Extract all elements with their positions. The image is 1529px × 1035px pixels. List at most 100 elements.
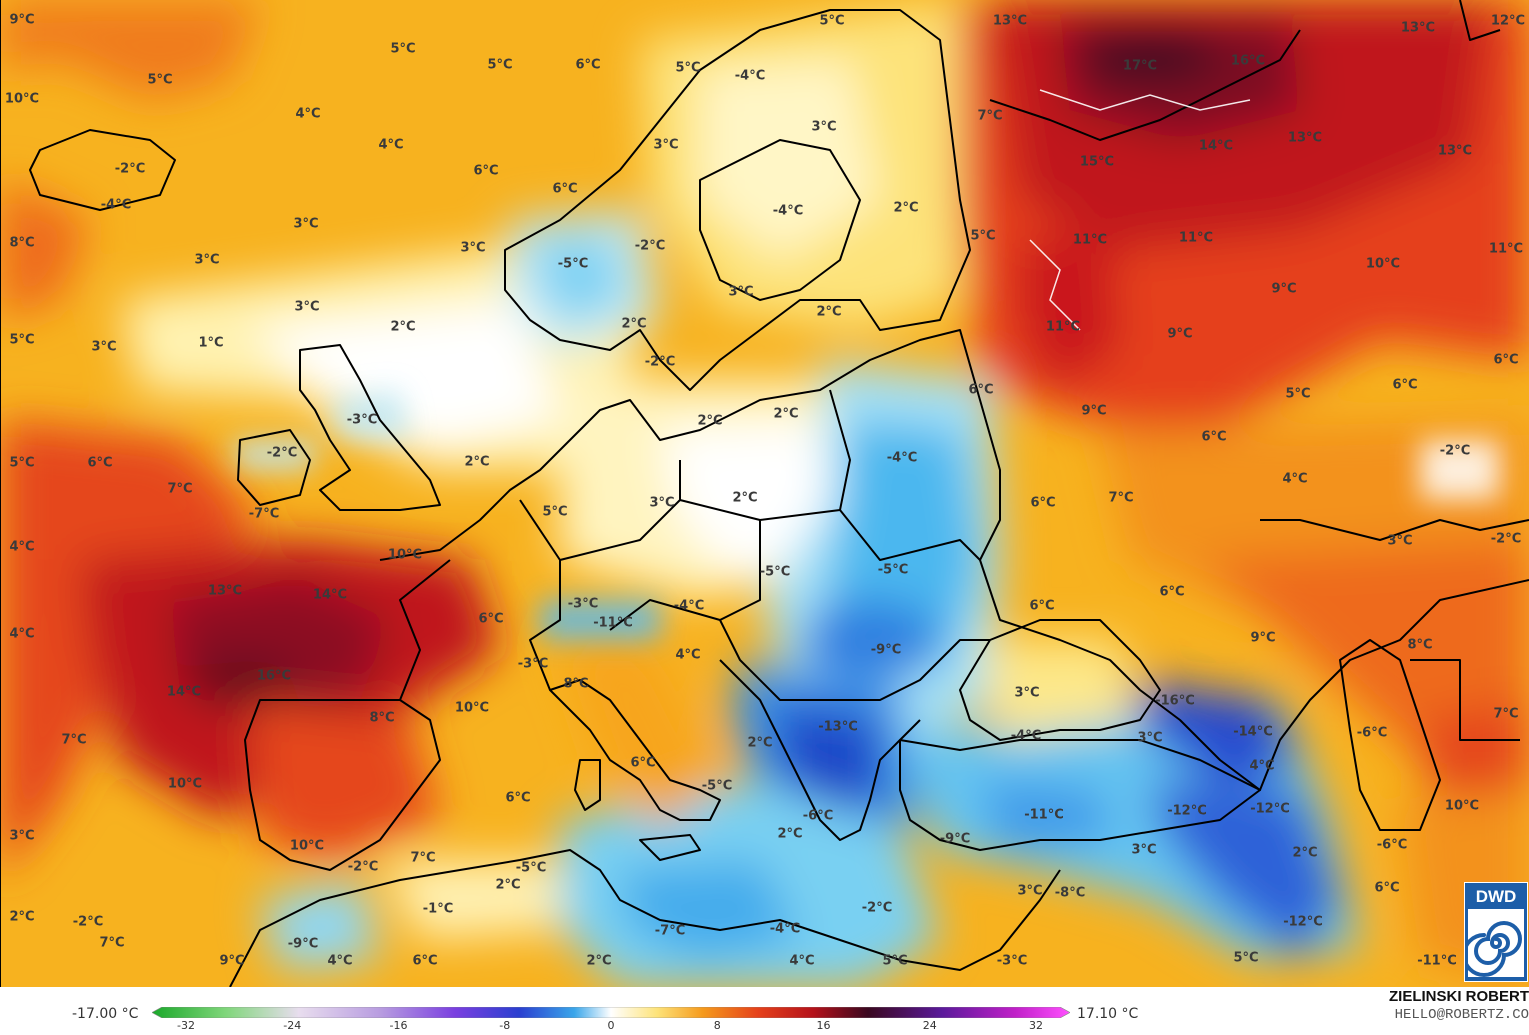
temperature-label: 3°C xyxy=(1017,883,1043,899)
temperature-label: 7°C xyxy=(167,481,193,497)
temperature-label: -8°C xyxy=(1054,885,1086,901)
temperature-label: 17°C xyxy=(1122,58,1158,74)
temperature-label: 4°C xyxy=(1282,471,1308,487)
temperature-label: 15°C xyxy=(1079,154,1115,170)
legend-tick-label: 0 xyxy=(607,1019,615,1032)
temperature-label: -11°C xyxy=(1024,807,1064,823)
temperature-label: 2°C xyxy=(773,406,799,422)
temperature-label: 5°C xyxy=(9,455,35,471)
temperature-label: -2°C xyxy=(72,914,104,930)
temperature-label: -9°C xyxy=(939,831,971,847)
temperature-label: 6°C xyxy=(1392,377,1418,393)
temperature-label: 7°C xyxy=(410,850,436,866)
temperature-label: -7°C xyxy=(654,923,686,939)
temperature-label: -3°C xyxy=(346,412,378,428)
temperature-field xyxy=(0,0,1529,987)
temperature-label: 13°C xyxy=(1400,20,1436,36)
temperature-label: 13°C xyxy=(1287,130,1323,146)
temperature-label: 2°C xyxy=(732,490,758,506)
temperature-label: 5°C xyxy=(542,504,568,520)
temperature-label: 13°C xyxy=(207,583,243,599)
temperature-label: 8°C xyxy=(369,710,395,726)
temperature-label: 3°C xyxy=(811,119,837,135)
dwd-logo: DWD xyxy=(1462,882,1528,982)
legend-tick-label: 8 xyxy=(713,1019,721,1032)
temperature-label: 2°C xyxy=(697,413,723,429)
temperature-label: -1°C xyxy=(422,901,454,917)
temperature-label: -6°C xyxy=(1376,837,1408,853)
temperature-label: 10°C xyxy=(1444,798,1480,814)
temperature-label: 3°C xyxy=(460,240,486,256)
temperature-label: 6°C xyxy=(1029,598,1055,614)
temperature-label: -4°C xyxy=(673,598,705,614)
temperature-label: -11°C xyxy=(593,615,633,631)
temperature-label: -12°C xyxy=(1250,801,1290,817)
temperature-label: 5°C xyxy=(970,228,996,244)
temperature-label: 10°C xyxy=(454,700,490,716)
temperature-label: 4°C xyxy=(327,953,353,969)
temperature-label: 9°C xyxy=(1081,403,1107,419)
temperature-label: 2°C xyxy=(621,316,647,332)
temperature-label: 6°C xyxy=(1159,584,1185,600)
temperature-label: -5°C xyxy=(557,256,589,272)
temperature-label: 1°C xyxy=(198,335,224,351)
temperature-label: -2°C xyxy=(114,161,146,177)
temperature-label: 5°C xyxy=(1233,950,1259,966)
temperature-label: 3°C xyxy=(293,216,319,232)
temperature-label: -2°C xyxy=(861,900,893,916)
temperature-label: 3°C xyxy=(1137,730,1163,746)
temperature-label: 10°C xyxy=(4,91,40,107)
legend-tick-label: 16 xyxy=(816,1019,831,1032)
temperature-label: -4°C xyxy=(100,197,132,213)
temperature-label: -4°C xyxy=(734,68,766,84)
temperature-label: 3°C xyxy=(728,284,754,300)
temperature-label: 9°C xyxy=(219,953,245,969)
temperature-label: -9°C xyxy=(287,936,319,952)
temperature-label: 4°C xyxy=(378,137,404,153)
temperature-label: 13°C xyxy=(1437,143,1473,159)
temperature-label: 5°C xyxy=(390,41,416,57)
temperature-label: 6°C xyxy=(505,790,531,806)
temperature-label: 4°C xyxy=(789,953,815,969)
legend-tick-label: -8 xyxy=(499,1019,511,1032)
temperature-label: 4°C xyxy=(675,647,701,663)
temperature-label: 2°C xyxy=(777,826,803,842)
temperature-label: 11°C xyxy=(1072,232,1108,248)
temperature-label: 16°C xyxy=(256,668,292,684)
temperature-label: 3°C xyxy=(91,339,117,355)
legend-tick-label: 32 xyxy=(1029,1019,1043,1032)
legend-tick-label: -32 xyxy=(177,1019,195,1032)
temperature-label: 2°C xyxy=(390,319,416,335)
temperature-label: 7°C xyxy=(61,732,87,748)
temperature-label: -4°C xyxy=(1010,728,1042,744)
temperature-label: 6°C xyxy=(473,163,499,179)
legend-max-label: 17.10 °C xyxy=(1077,1006,1139,1022)
temperature-label: 10°C xyxy=(289,838,325,854)
temperature-label: 3°C xyxy=(294,299,320,315)
temperature-label: 10°C xyxy=(1365,256,1401,272)
temperature-label: -5°C xyxy=(515,860,547,876)
temperature-label: 4°C xyxy=(1249,758,1275,774)
temperature-label: 14°C xyxy=(166,684,202,700)
temperature-label: 4°C xyxy=(9,626,35,642)
dwd-logo-text: DWD xyxy=(1475,887,1517,906)
temperature-label: 3°C xyxy=(1014,685,1040,701)
temperature-label: 6°C xyxy=(478,611,504,627)
temperature-label: 7°C xyxy=(977,108,1003,124)
temperature-label: 3°C xyxy=(653,137,679,153)
temperature-label: 14°C xyxy=(1198,138,1234,154)
temperature-label: 6°C xyxy=(1493,352,1519,368)
temperature-label: 11°C xyxy=(1045,319,1081,335)
temperature-label: -2°C xyxy=(266,445,298,461)
temperature-label: 9°C xyxy=(1250,630,1276,646)
temperature-label: 8°C xyxy=(563,676,589,692)
temperature-label: 5°C xyxy=(9,332,35,348)
temperature-label: 6°C xyxy=(552,181,578,197)
temperature-label: -13°C xyxy=(818,719,858,735)
temperature-label: 16°C xyxy=(1230,53,1266,69)
temperature-label: 8°C xyxy=(1407,637,1433,653)
temperature-label: 10°C xyxy=(167,776,203,792)
temperature-label: 5°C xyxy=(1285,386,1311,402)
temperature-label: -2°C xyxy=(1439,443,1471,459)
temperature-label: 5°C xyxy=(675,60,701,76)
